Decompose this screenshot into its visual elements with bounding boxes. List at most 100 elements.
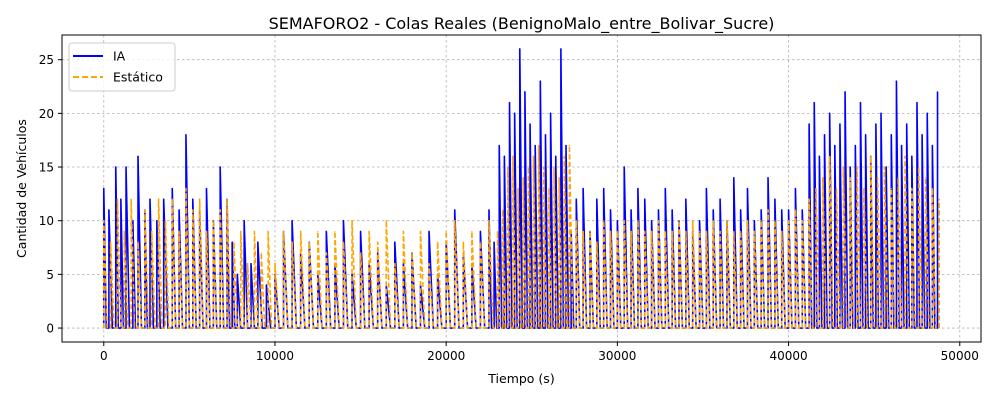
series-point-ia [359,230,362,233]
series-point-estatico [760,220,762,222]
series-point-ia [534,144,536,147]
series-point-ia [637,187,639,190]
series-point-estatico [538,144,540,147]
y-tick-label: 20 [39,107,54,121]
series-point-estatico [746,220,749,222]
series-point-estatico [527,166,529,168]
series-point-estatico [924,177,927,179]
series-point-estatico [582,230,584,233]
series-point-ia [712,209,714,211]
series-point-estatico [685,230,687,233]
series-point-ia [163,198,165,200]
series-point-estatico [240,230,242,233]
series-point-ia [529,123,531,125]
series-point-estatico [157,198,160,200]
series-point-ia [192,198,194,200]
series-point-estatico [616,230,618,233]
series-point-estatico [454,220,456,222]
series-point-estatico [911,187,913,190]
series-point-ia [565,144,567,147]
series-point-ia [875,123,877,125]
series-point-ia [257,241,259,243]
series-point-ia [231,241,233,243]
series-point-ia [250,263,252,265]
series-point-ia [377,252,379,254]
series-point-ia [844,91,846,93]
series-point-estatico [794,209,797,211]
series-point-ia [921,134,923,136]
series-point-ia [936,91,939,93]
series-point-estatico [116,198,119,200]
series-point-estatico [291,241,293,243]
y-tick-label: 5 [46,268,54,282]
series-point-estatico [479,241,482,243]
series-point-estatico [856,166,858,168]
series-point-ia [630,209,632,211]
series-point-ia [582,187,584,190]
series-point-estatico [512,155,514,157]
series-point-estatico [532,155,535,157]
y-tick-layer: 0 5 10 15 20 25 [39,53,62,336]
series-point-estatico [219,209,221,211]
series-point-ia [760,209,762,211]
series-point-ia [644,198,646,200]
series-point-estatico [212,220,214,222]
series-point-estatico [402,230,404,233]
series-point-ia [740,209,742,211]
series-point-estatico [103,220,105,222]
series-point-estatico [428,263,430,265]
series-point-ia [623,166,625,168]
series-point-ia [479,230,482,233]
series-point-estatico [781,230,783,233]
series-point-estatico [568,144,571,147]
series-point-estatico [753,230,755,233]
series-point-estatico [419,230,422,233]
series-point-ia [774,198,776,200]
series-point-ia [544,134,547,136]
series-point-estatico [144,209,146,211]
series-point-estatico [938,198,940,200]
series-point-estatico [623,220,625,222]
series-point-estatico [123,230,125,233]
series-point-ia [219,166,221,168]
series-point-ia [503,155,505,157]
series-point-ia [137,155,139,157]
series-point-ia [685,198,687,200]
series-point-ia [560,48,562,50]
series-point-estatico [897,177,899,179]
series-point-ia [911,155,913,157]
series-point-ia [149,198,151,200]
series-point-estatico [553,166,555,168]
series-point-estatico [282,230,285,233]
series-point-ia [342,220,345,222]
series-point-estatico [394,263,396,265]
series-point-ia [156,220,158,222]
series-point-estatico [835,187,838,190]
series-point-estatico [368,230,370,233]
series-point-estatico [657,220,660,222]
series-point-ia [103,187,105,190]
x-tick-layer: 0 10000 20000 30000 40000 50000 [100,342,979,363]
series-point-ia [823,134,826,136]
series-point-estatico [377,241,379,243]
series-point-estatico [233,241,235,243]
series-point-ia [885,166,887,168]
series-point-estatico [543,166,545,168]
series-point-ia [236,273,238,275]
series-point-estatico [359,252,362,254]
series-point-estatico [589,230,591,233]
series-point-ia [787,209,790,211]
series-point-ia [880,112,882,114]
series-point-ia [488,209,490,211]
series-point-estatico [488,220,490,222]
series-point-estatico [130,198,132,200]
series-point-estatico [226,198,228,200]
series-point-ia [178,209,180,211]
series-point-ia [205,187,208,190]
series-point-ia [849,166,851,168]
series-point-ia [616,220,618,222]
series-point-ia [719,198,721,200]
y-tick-label: 0 [46,322,54,336]
series-point-estatico [671,230,673,233]
